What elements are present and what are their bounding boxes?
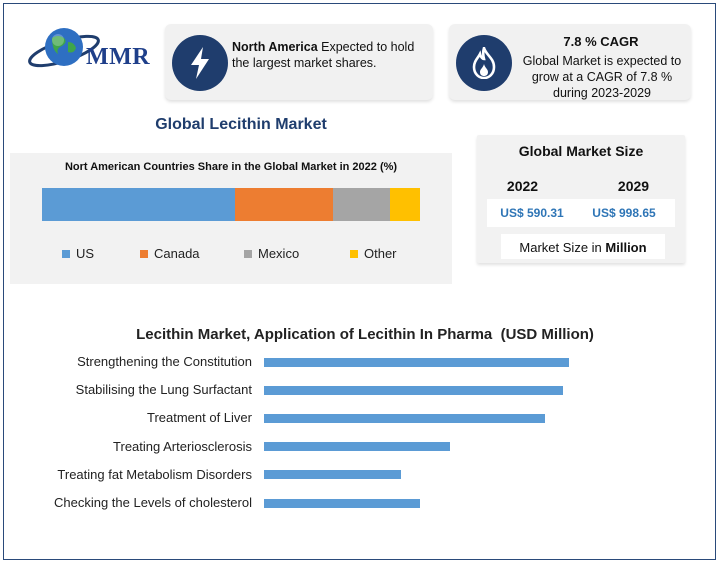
legend-item-us: US [62, 246, 94, 261]
legend-label: Canada [154, 246, 200, 261]
bar-label: Treating fat Metabolism Disorders [57, 466, 252, 482]
market-unit-box [501, 234, 665, 259]
legend-item-mexico: Mexico [244, 246, 299, 261]
north-america-card: North America Expected to hold the large… [165, 24, 433, 100]
market-size-unit: Market Size in Million [501, 240, 665, 255]
value-2029: US$ 998.65 [592, 206, 656, 220]
application-bar-chart: Strengthening the Constitution Stabilisin… [0, 350, 721, 525]
legend-label: Mexico [258, 246, 300, 261]
bar-label: Treating Arteriosclerosis [113, 438, 252, 454]
bar-label: Treatment of Liver [146, 410, 252, 426]
market-values-box [487, 199, 675, 227]
cagr-card: 7.8 % CAGR Global Market is expected to … [449, 24, 691, 100]
bar [264, 357, 569, 367]
legend-label: Other [364, 246, 397, 261]
legend-swatch [140, 249, 148, 258]
legend-swatch [244, 249, 252, 258]
legend-label: US [76, 246, 95, 261]
north-america-text: North America Expected to hold the large… [232, 39, 430, 71]
page-title: Global Lecithin Market [155, 116, 327, 133]
region-description: Expected to hold the largest market shar… [232, 40, 415, 70]
application-chart-title: Lecithin Market, Application of Lecithin… [136, 326, 594, 343]
stack-segment-other [389, 188, 420, 221]
cagr-title: 7.8 % CAGR [563, 34, 639, 49]
bar-label: Strengthening the Constitution [77, 354, 252, 369]
lightning-bolt-icon [172, 35, 228, 91]
market-size-panel: Global Market Size 2022 2029 US$ 590.31 … [477, 135, 685, 263]
region-name: North America [232, 40, 318, 54]
legend-swatch [62, 249, 70, 258]
legend-swatch [350, 249, 358, 258]
year-2029-label: 2029 [617, 178, 650, 194]
bar [264, 385, 563, 395]
unit-bold: Million [605, 240, 647, 255]
country-share-panel: Nort American Countries Share in the Glo… [10, 153, 452, 284]
bar-label: Stabilising the Lung Surfactant [75, 382, 252, 398]
stack-segment-mexico [333, 188, 390, 221]
mmr-logo: MMR [28, 20, 158, 82]
cagr-text: Global Market is expected to grow at a C… [522, 54, 682, 100]
bar [264, 442, 451, 452]
globe-logo-icon [28, 28, 100, 68]
legend-item-other: Other [350, 246, 397, 261]
legend-item-canada: Canada [140, 246, 200, 261]
year-2022-label: 2022 [506, 178, 539, 194]
unit-prefix: Market Size in [519, 240, 606, 255]
bar [264, 413, 545, 423]
stack-segment-canada [234, 188, 334, 221]
logo-text: MMR [86, 44, 151, 70]
stack-segment-us [42, 188, 235, 221]
stacked-bar-legend: US Canada Mexico Other [10, 246, 452, 266]
bar [264, 470, 402, 480]
country-share-title: Nort American Countries Share in the Glo… [64, 161, 398, 173]
flame-icon [456, 35, 512, 91]
bar [264, 498, 420, 508]
value-2022: US$ 590.31 [500, 206, 564, 220]
bar-label: Checking the Levels of cholesterol [53, 495, 252, 510]
stacked-bar [42, 188, 420, 221]
market-size-title: Global Market Size [518, 143, 644, 159]
